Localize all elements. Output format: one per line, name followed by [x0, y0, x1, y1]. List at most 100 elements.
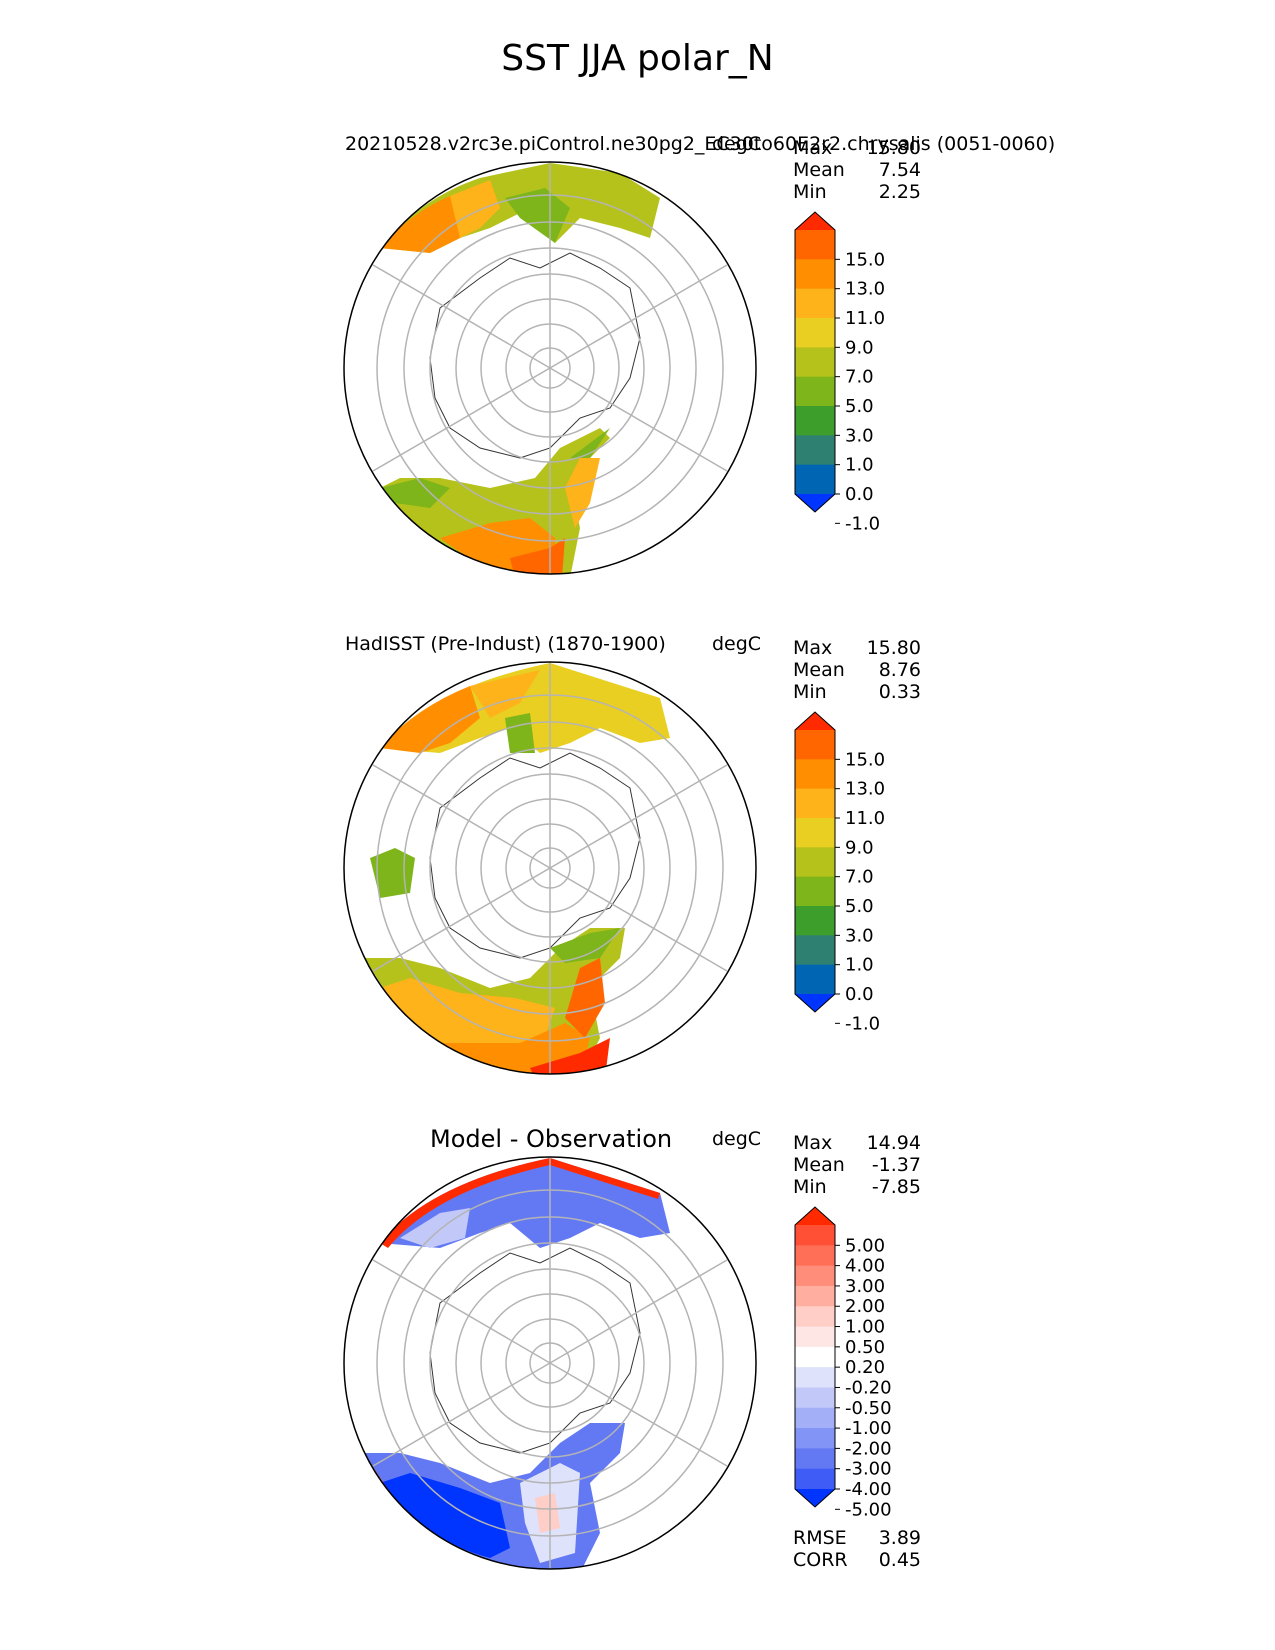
- colorbar-segment: [795, 1265, 835, 1287]
- colorbar-tick-label: 4.00: [845, 1256, 885, 1277]
- colorbar-segment: [795, 435, 835, 466]
- pacific-warm-field: [380, 686, 480, 753]
- polar-map: [343, 161, 757, 575]
- colorbar-segment: [795, 288, 835, 319]
- barents-field: [570, 428, 610, 458]
- colorbar-segment: [795, 376, 835, 407]
- colorbar-tick-label: 0.20: [845, 1357, 885, 1378]
- colorbar-segment: [795, 259, 835, 290]
- colorbar-segment: [795, 964, 835, 995]
- stat-max: Max 14.94: [793, 1132, 921, 1154]
- colorbar-tick-label: 11.0: [845, 808, 885, 829]
- colorbar-segment: [795, 759, 835, 790]
- norway-field: [565, 958, 605, 1038]
- colorbar-segment: [795, 1448, 835, 1470]
- colorbar-extend-min: [795, 1489, 835, 1507]
- colorbar-extend-min: [795, 994, 835, 1012]
- colorbar-tick-label: 5.00: [845, 1235, 885, 1256]
- colorbar-body: 5.004.003.002.001.000.500.20-0.20-0.50-1…: [794, 1206, 892, 1520]
- colorbar-segment: [795, 318, 835, 348]
- atlantic-cold-field: [380, 478, 450, 508]
- barents-field: [550, 928, 620, 963]
- colorbar-tick-label: 0.0: [845, 484, 874, 505]
- colorbar-segment: [795, 1245, 835, 1267]
- pacific-light-field: [400, 1208, 470, 1248]
- colorbar-segment: [795, 906, 835, 936]
- atlantic-hot-field: [510, 538, 565, 574]
- stat-mean: Mean 7.54: [793, 159, 921, 181]
- panel-model: 20210528.v2rc3e.piControl.ne30pg2_EC30to…: [0, 130, 1275, 630]
- colorbar-tick-label: 3.0: [845, 925, 874, 946]
- colorbar-tick-label: 1.00: [845, 1317, 885, 1338]
- colorbar-tick-label: 9.0: [845, 337, 874, 358]
- colorbar-tick-label: -1.00: [845, 1418, 892, 1439]
- stat-max: Max 15.80: [793, 637, 921, 659]
- colorbar-segment: [795, 1387, 835, 1409]
- stat-mean: Mean -1.37: [793, 1154, 921, 1176]
- colorbar-tick-label: 13.0: [845, 279, 885, 300]
- panel-units: degC: [712, 633, 762, 655]
- stat-rmse: RMSE 3.89: [793, 1527, 921, 1549]
- colorbar-segment: [795, 406, 835, 436]
- bering-field: [505, 188, 570, 243]
- colorbar-tick-label: 2.00: [845, 1296, 885, 1317]
- panel-units: degC: [712, 133, 762, 155]
- colorbar-segment: [795, 1407, 835, 1429]
- figure-title: SST JJA polar_N: [501, 38, 774, 79]
- atlantic-pink-field: [535, 1493, 560, 1533]
- colorbar-tick-label: -5.00: [845, 1499, 892, 1520]
- colorbar-tick-label: 9.0: [845, 837, 874, 858]
- colorbar-segment: [795, 1367, 835, 1388]
- colorbar-segment: [795, 230, 835, 260]
- colorbar-tick-label: 1.0: [845, 955, 874, 976]
- colorbar-tick-label: 0.50: [845, 1337, 885, 1358]
- colorbar-tick-label: 5.0: [845, 896, 874, 917]
- atlantic-strong-field: [380, 1473, 510, 1558]
- colorbar-segment: [795, 1468, 835, 1490]
- colorbar-segment: [795, 876, 835, 907]
- colorbar-segment: [795, 818, 835, 848]
- stat-mean: Mean 8.76: [793, 659, 921, 681]
- colorbar-tick-label: -1.0: [845, 513, 880, 534]
- panel-difference: Model - Observation degC Max 14.94 Mean -1…: [0, 1125, 1275, 1625]
- colorbar-tick-label: -3.00: [845, 1459, 892, 1480]
- colorbar-tick-label: -0.50: [845, 1398, 892, 1419]
- colorbar-tick-label: -2.00: [845, 1438, 892, 1459]
- colorbar-body: 15.0 13.0 11.0 9.0 7.0 5.0 3.0 1.0 0.0 -1.0: [794, 211, 885, 534]
- colorbar-tick-label: 0.0: [845, 984, 874, 1005]
- colorbar-segment: [795, 730, 835, 760]
- polar-map: [343, 661, 757, 1075]
- colorbar: 15.0 13.0 11.0 9.0 7.0 5.0 3.0 1.0 0.0 -1.0: [794, 211, 885, 534]
- colorbar-tick-label: 3.0: [845, 425, 874, 446]
- colorbar: 15.0 13.0 11.0 9.0 7.0 5.0 3.0 1.0 0.0 -1.0: [794, 711, 885, 1034]
- colorbar-extend-max: [795, 1207, 835, 1225]
- colorbar-tick-label: -4.00: [845, 1479, 892, 1500]
- pacific-mid-field: [450, 180, 500, 238]
- colorbar-tick-label: 15.0: [845, 749, 885, 770]
- colorbar-segment: [795, 1326, 835, 1348]
- panel-title-center: Model - Observation: [430, 1125, 673, 1153]
- colorbar-segment: [795, 847, 835, 878]
- colorbar-extend-max: [795, 712, 835, 730]
- colorbar-extend-min: [795, 494, 835, 512]
- colorbar-segment: [795, 1306, 835, 1328]
- colorbar-segment: [795, 935, 835, 966]
- colorbar-segment: [795, 1428, 835, 1449]
- stat-corr: CORR 0.45: [793, 1549, 921, 1571]
- colorbar-tick-label: 7.0: [845, 367, 874, 388]
- colorbar-tick-label: 1.0: [845, 455, 874, 476]
- colorbar-segment: [795, 347, 835, 378]
- pacific-edge-field: [380, 1158, 660, 1248]
- colorbar-tick-label: 5.0: [845, 396, 874, 417]
- colorbar-extend-max: [795, 212, 835, 230]
- bering-field: [505, 713, 535, 753]
- colorbar-segment: [795, 1285, 835, 1307]
- stat-min: Min -7.85: [793, 1176, 921, 1198]
- colorbar-tick-label: 7.0: [845, 867, 874, 888]
- stat-max: Max 15.80: [793, 137, 921, 159]
- colorbar-tick-label: 13.0: [845, 779, 885, 800]
- colorbar: 5.004.003.002.001.000.500.20-0.20-0.50-1…: [794, 1206, 892, 1520]
- norway-field: [565, 458, 600, 528]
- polar-map: [343, 1156, 757, 1570]
- stat-min: Min 2.25: [793, 181, 921, 203]
